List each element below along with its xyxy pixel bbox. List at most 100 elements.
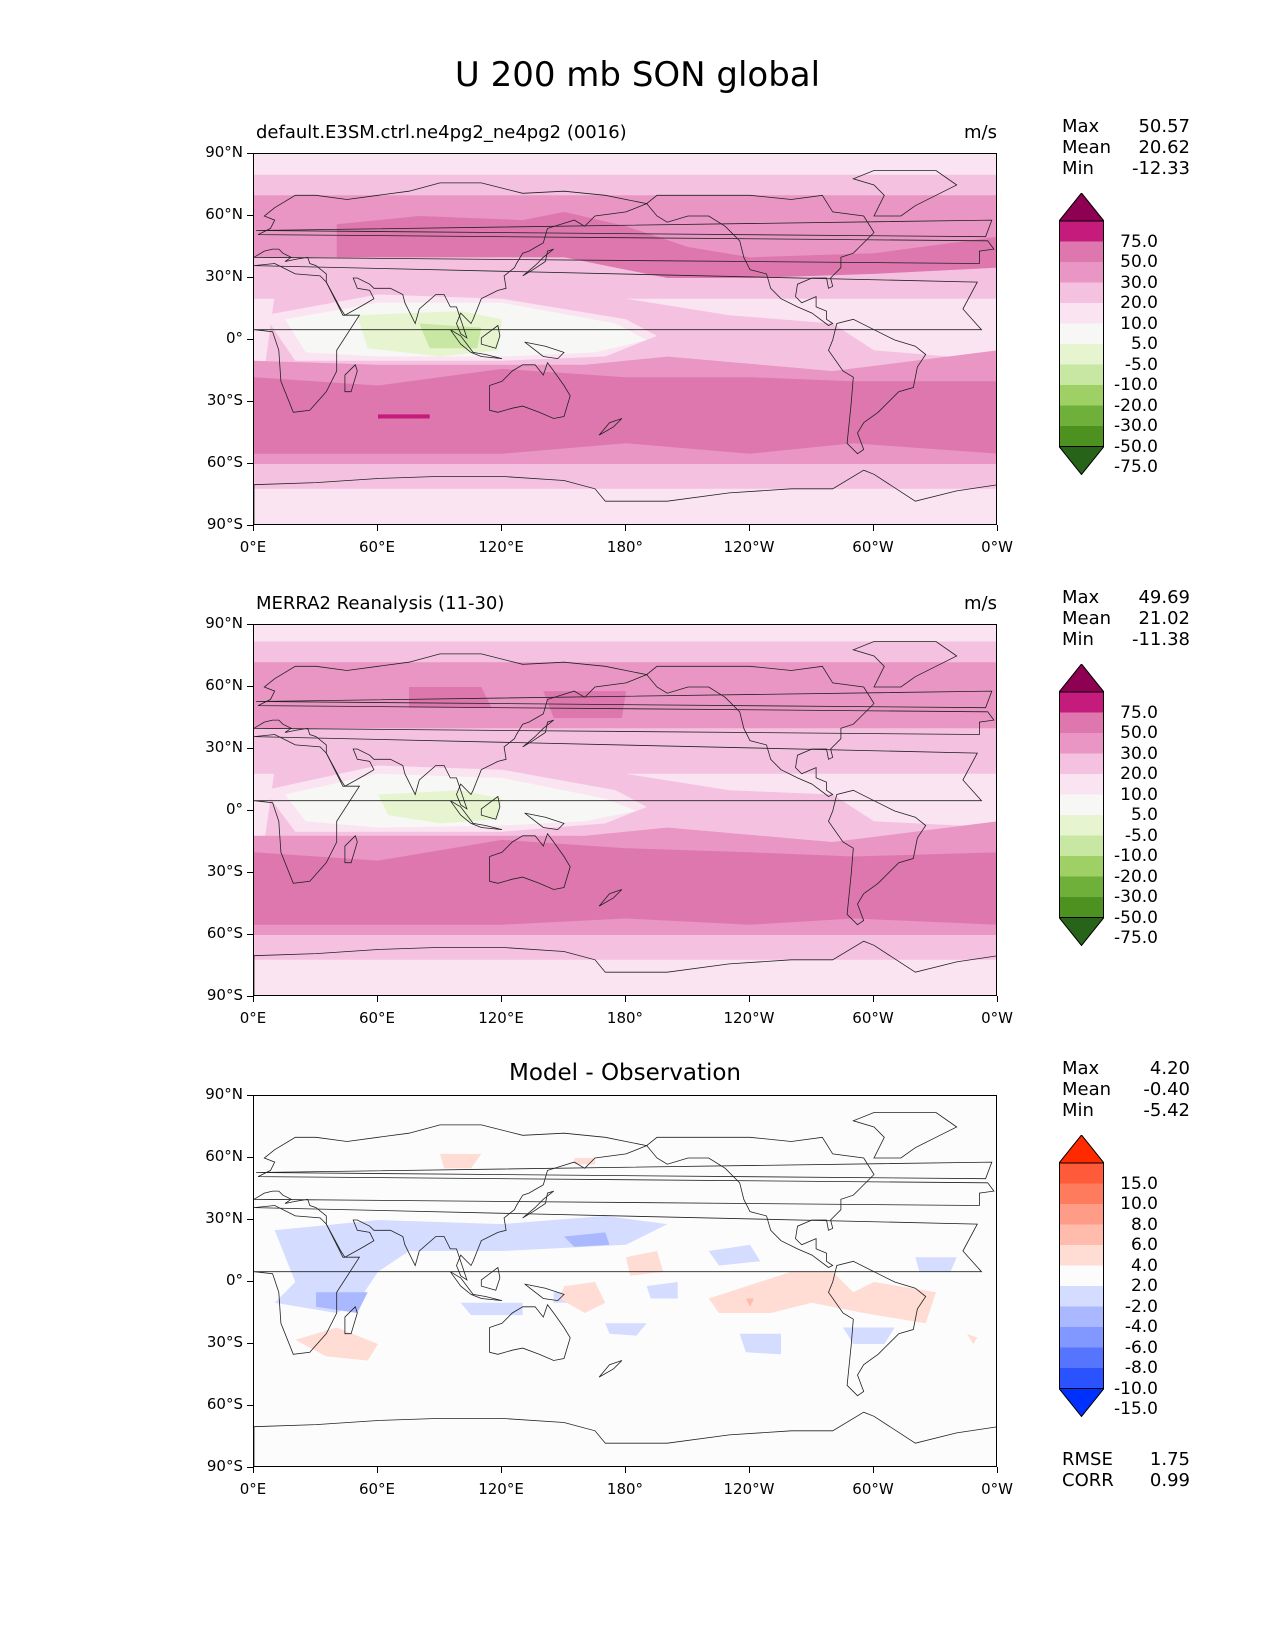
coastline (254, 1411, 996, 1466)
coastline (256, 1161, 993, 1180)
coastline (449, 800, 503, 830)
x-tick (253, 525, 254, 531)
x-tick (625, 1467, 626, 1473)
map-canvas (254, 1096, 996, 1466)
x-tick-label: 60°W (852, 538, 894, 556)
x-tick (501, 1467, 502, 1473)
panel-units: m/s (964, 593, 997, 614)
colorbar-label: -10.0 (1114, 375, 1158, 395)
observation-panel: MERRA2 Reanalysis (11-30) m/s Max 49.69 M… (0, 471, 1275, 1027)
colorbar-label: 5.0 (1130, 805, 1158, 825)
y-tick (247, 339, 253, 340)
y-tick-label: 90°N (205, 1085, 243, 1103)
x-tick-label: 120°E (478, 1009, 524, 1027)
difference-map (253, 1095, 997, 1467)
y-tick-label: 0° (225, 800, 243, 818)
field-region (708, 1244, 761, 1266)
colorbar-label: 4.0 (1130, 1255, 1158, 1276)
y-tick-label: 60°S (206, 1395, 243, 1413)
model-panel: default.E3SM.ctrl.ne4pg2_ne4pg2 (0016) m… (0, 0, 1275, 556)
coastline (344, 364, 358, 393)
colorbar-svg (1057, 192, 1106, 476)
y-tick-label: 30°N (205, 1209, 243, 1227)
x-tick-label: 120°E (478, 538, 524, 556)
colorbar (1057, 1134, 1106, 1418)
x-tick (873, 525, 874, 531)
x-tick (749, 1467, 750, 1473)
coastline (254, 940, 996, 995)
coastline (480, 1266, 501, 1291)
x-tick-label: 0°W (981, 538, 1013, 556)
x-tick-label: 180° (606, 538, 644, 556)
x-tick (749, 996, 750, 1002)
y-tick-label: 60°S (206, 924, 243, 942)
x-tick (625, 525, 626, 531)
colorbar-label: 20.0 (1120, 764, 1158, 784)
y-tick-label: 90°S (206, 1457, 243, 1475)
y-tick (247, 872, 253, 873)
x-tick-label: 0°E (239, 1009, 267, 1027)
x-tick (501, 525, 502, 531)
colorbar-label: -50.0 (1114, 907, 1158, 928)
coastline (646, 1136, 875, 1268)
y-tick (247, 525, 253, 526)
y-tick (247, 1095, 253, 1096)
observation-map (253, 624, 997, 996)
colorbar-label: -30.0 (1114, 416, 1158, 436)
field-region (254, 662, 996, 729)
colorbar-label: -75.0 (1114, 457, 1158, 477)
coastline (522, 719, 554, 748)
coastline (828, 789, 927, 926)
coastline (344, 835, 358, 864)
y-tick (247, 624, 253, 625)
colorbar-label: -50.0 (1114, 436, 1158, 457)
coastline (598, 889, 623, 907)
coastline (852, 170, 958, 217)
coastline (254, 653, 995, 810)
field-region (843, 1327, 895, 1344)
colorbar-svg (1057, 1134, 1106, 1418)
figure-title: U 200 mb SON global (454, 55, 821, 95)
coastline (598, 418, 623, 436)
coastline (480, 795, 501, 820)
coastline (449, 1271, 503, 1301)
coastline (646, 194, 875, 326)
y-tick-label: 30°S (206, 862, 243, 880)
panel-title: MERRA2 Reanalysis (11-30) (256, 593, 505, 614)
y-tick (247, 748, 253, 749)
coastline (254, 734, 983, 884)
y-tick-label: 60°N (205, 676, 243, 694)
x-tick (253, 996, 254, 1002)
colorbar-label: -30.0 (1114, 887, 1158, 907)
field-region (254, 839, 996, 925)
field-region (605, 1323, 647, 1336)
field-region (336, 211, 996, 278)
colorbar-label: 20.0 (1120, 293, 1158, 313)
coastline (254, 263, 983, 413)
y-tick (247, 1281, 253, 1282)
panel-title: Model - Observation (508, 1060, 742, 1086)
y-tick (247, 686, 253, 687)
coastline (524, 812, 565, 831)
colorbar-label: 30.0 (1120, 272, 1158, 293)
x-tick-label: 120°W (723, 538, 775, 556)
field-region (254, 488, 996, 524)
coastline (254, 469, 996, 524)
y-tick-label: 60°N (205, 1147, 243, 1165)
field-region (419, 323, 482, 349)
y-tick (247, 1343, 253, 1344)
x-tick-label: 0°W (981, 1480, 1013, 1498)
y-tick-label: 60°N (205, 205, 243, 223)
x-tick-label: 120°W (723, 1009, 775, 1027)
x-tick (377, 525, 378, 531)
y-tick (247, 1219, 253, 1220)
x-tick-label: 0°E (239, 538, 267, 556)
x-tick-label: 60°W (852, 1480, 894, 1498)
y-tick-label: 60°S (206, 453, 243, 471)
y-tick-label: 90°S (206, 515, 243, 533)
y-tick-label: 0° (225, 1271, 243, 1289)
field-region (559, 1282, 606, 1313)
field-region (440, 1153, 482, 1169)
colorbar-label: 75.0 (1120, 702, 1158, 723)
x-tick-label: 60°E (358, 538, 396, 556)
